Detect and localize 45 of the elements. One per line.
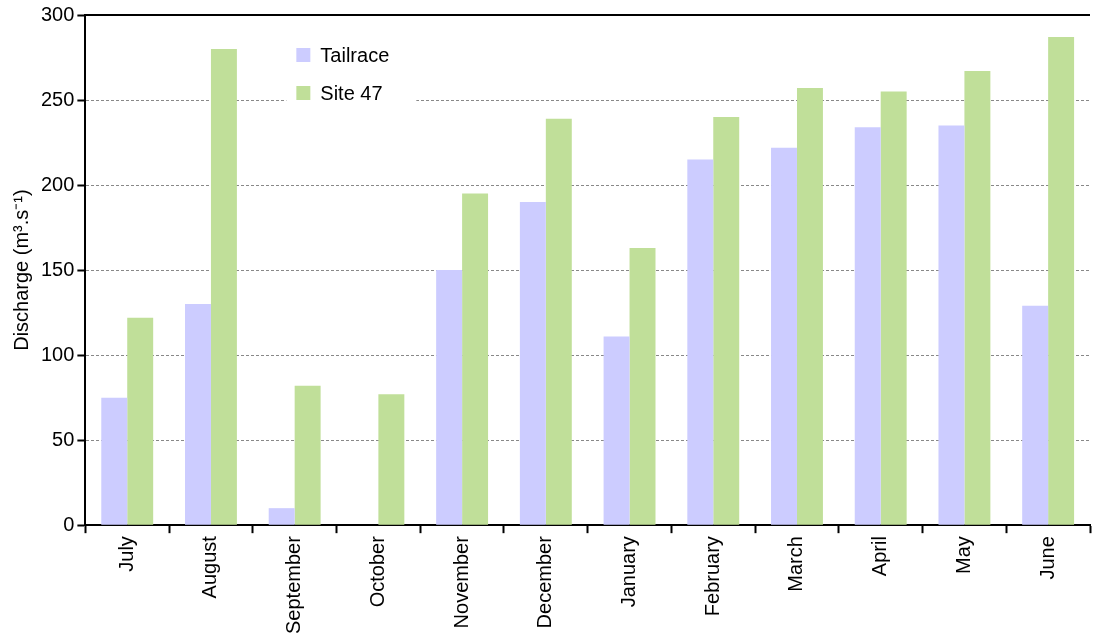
bar: [268, 508, 295, 525]
bar: [938, 125, 965, 525]
y-tick-label: 50: [52, 427, 75, 450]
legend-label: Tailrace: [320, 43, 390, 66]
x-tick-label: November: [449, 535, 472, 629]
bar: [378, 394, 405, 525]
y-tick-label: 0: [63, 512, 75, 535]
bar: [796, 88, 823, 525]
y-tick-label: 150: [40, 257, 75, 280]
bar: [436, 270, 463, 525]
x-tick-label: February: [700, 536, 723, 617]
bar: [1022, 305, 1049, 525]
x-tick-label: April: [868, 536, 891, 577]
y-tick-label: 250: [40, 87, 75, 110]
x-tick-label: March: [784, 536, 807, 592]
bar: [294, 385, 321, 525]
bar: [880, 91, 907, 525]
bar: [771, 147, 797, 525]
bar: [603, 336, 630, 525]
x-tick-label: December: [533, 535, 556, 629]
bar: [854, 127, 881, 525]
bar: [964, 71, 991, 525]
x-tick-label: October: [365, 535, 388, 608]
bar: [185, 304, 211, 525]
x-tick-label: June: [1035, 536, 1058, 580]
bar: [545, 118, 572, 525]
bar: [210, 49, 237, 525]
bar: [713, 117, 740, 525]
y-tick-label: 100: [40, 342, 75, 365]
bar: [1048, 37, 1075, 525]
bar: [687, 159, 714, 525]
y-tick-label: 300: [40, 2, 75, 25]
bar: [629, 247, 656, 525]
x-tick-label: August: [198, 535, 221, 599]
bar: [101, 397, 128, 525]
bar: [519, 202, 546, 525]
x-tick-label: July: [114, 536, 137, 572]
x-tick-label: January: [617, 536, 640, 608]
legend-label: Site 47: [320, 81, 383, 104]
x-tick-label: May: [951, 536, 974, 574]
y-tick-label: 200: [40, 172, 75, 195]
bar: [127, 317, 154, 525]
y-axis-title: Discharge (m³.s⁻¹): [9, 189, 32, 351]
x-tick-label: September: [282, 535, 305, 635]
bar: [462, 193, 489, 525]
